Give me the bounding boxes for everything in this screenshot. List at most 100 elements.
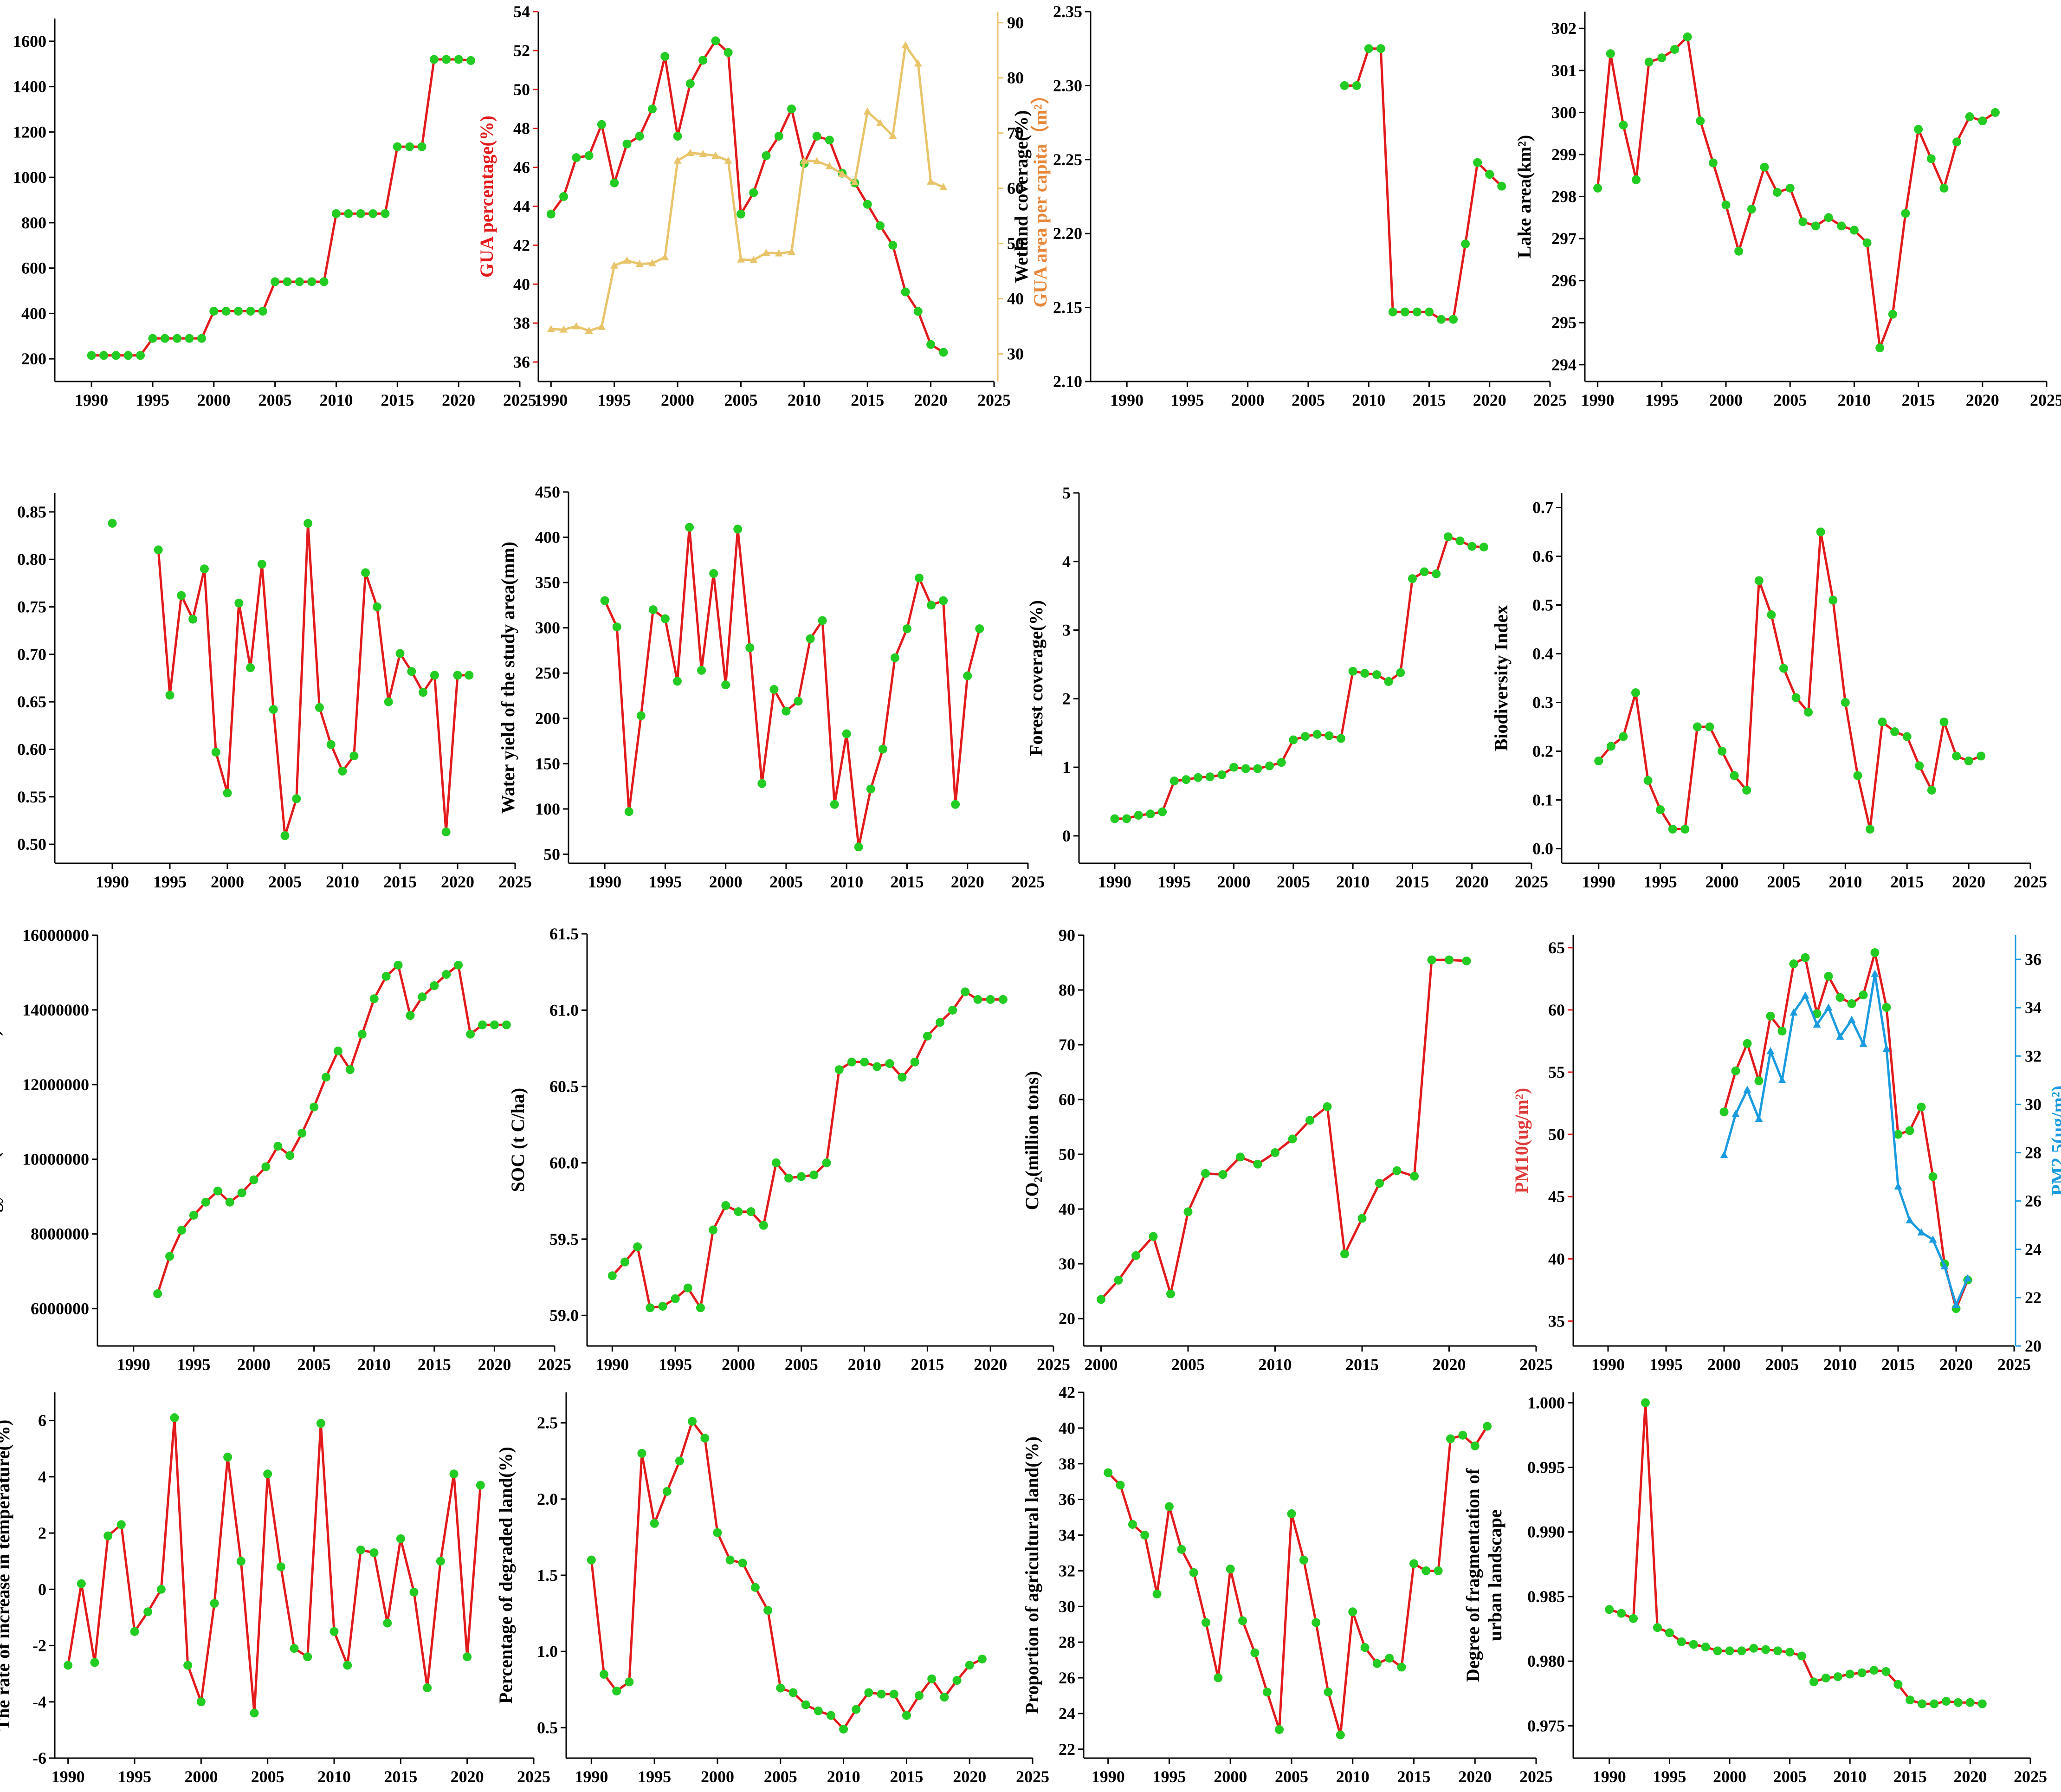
series-0-data-point — [417, 142, 426, 151]
x-tick-label: 2020 — [441, 873, 474, 891]
series-0-data-point — [1097, 1295, 1105, 1304]
series-1-data-point — [1790, 1008, 1798, 1016]
x-tick-label: 2015 — [1397, 1767, 1430, 1786]
series-0-data-point — [381, 209, 390, 218]
series-0-data-point — [1914, 125, 1923, 134]
series-0-data-point — [1734, 246, 1744, 256]
x-tick-label: 2020 — [1953, 1767, 1987, 1786]
x-tick-label: 2005 — [258, 391, 292, 409]
series-0-data-point — [612, 622, 621, 632]
series-1-data-point — [901, 41, 910, 49]
series-0-data-point — [1434, 1566, 1443, 1575]
series-0-data-point — [197, 334, 206, 343]
x-tick-label: 1990 — [534, 391, 568, 409]
x-tick-label: 2020 — [1458, 1767, 1492, 1786]
series-0-data-point — [1360, 1643, 1370, 1652]
series-1-data-point — [1813, 1020, 1821, 1028]
y-tick-label: 300 — [1551, 103, 1576, 122]
y-tick-label: 299 — [1551, 145, 1576, 164]
series-0-data-point — [111, 351, 121, 360]
series-0-data-point — [1767, 610, 1776, 619]
series-1-data-point — [1882, 1044, 1891, 1052]
series-0-data-point — [1214, 1673, 1223, 1682]
series-0-data-point — [177, 591, 186, 600]
series-0-data-point — [927, 1674, 937, 1683]
x-tick-label: 2025 — [1519, 1767, 1553, 1786]
series-0-data-point — [319, 277, 329, 286]
series-0-data-point — [1619, 121, 1628, 130]
series-0-data-point — [423, 1683, 432, 1692]
x-tick-label: 2025 — [517, 1767, 550, 1786]
series-0-data-point — [685, 523, 694, 532]
series-0-data-point — [872, 1062, 882, 1071]
y2-tick-label: 90 — [1007, 13, 1024, 32]
series-0-data-point — [915, 573, 924, 582]
series-0-data-point — [1952, 137, 1962, 147]
series-0-data-point — [1862, 238, 1872, 247]
series-0-data-point — [624, 807, 633, 816]
series-0-data-point — [418, 992, 427, 1002]
series-0-data-point — [1677, 1637, 1686, 1646]
series-0-data-point — [430, 981, 439, 990]
series-0-data-point — [877, 1689, 886, 1699]
series-0-data-point — [787, 104, 796, 114]
y-tick-label: 30 — [1059, 1597, 1075, 1616]
x-tick-label: 1990 — [1092, 1767, 1125, 1786]
series-0-data-point — [454, 960, 463, 970]
series-0-data-point — [436, 1557, 445, 1566]
y-tick-label: 52 — [513, 41, 530, 60]
series-0-data-point — [1372, 670, 1381, 679]
series-0-data-point — [973, 995, 982, 1004]
series-0-data-point — [898, 1073, 907, 1082]
series-0-data-point — [1841, 698, 1850, 707]
x-tick-label: 2005 — [764, 1767, 797, 1786]
y-tick-label: 0.4 — [1532, 645, 1553, 663]
y-tick-label: 2.15 — [1053, 298, 1082, 317]
x-tick-label: 2000 — [1085, 1355, 1118, 1374]
x-tick-label: 2020 — [1966, 391, 1999, 409]
series-0-data-point — [940, 1693, 949, 1702]
chart-panel-forest: 1990 1995 2000 2005 2010 2015 2020 2025 0 1 2 3 4 5 Fo… — [1026, 484, 1548, 891]
series-0-data-point — [330, 1627, 339, 1636]
series-1-data-point — [825, 162, 833, 169]
y-tick-label: 36 — [513, 353, 530, 371]
y-tick-label: 0.975 — [1527, 1716, 1565, 1735]
y-tick-label: 2.20 — [1053, 224, 1082, 243]
series-1-data-point — [1824, 1003, 1833, 1011]
series-0-data-point — [1881, 1667, 1891, 1676]
series-0-data-point — [394, 960, 403, 970]
y-tick-label: 12000000 — [22, 1075, 89, 1094]
series-0-data-point — [1754, 576, 1764, 585]
series-0-data-point — [1965, 1698, 1975, 1707]
series-1-data-point — [914, 59, 922, 67]
x-tick-label: 2020 — [1473, 391, 1506, 409]
series-1-data-point — [610, 261, 619, 269]
series-0-data-point — [1878, 718, 1887, 726]
y-axis-label-line: GUA area per capita（m²） — [1030, 85, 1051, 307]
series-0-data-point — [1352, 81, 1361, 90]
series-0-data-point — [369, 994, 379, 1003]
series-0-data-point — [963, 671, 972, 680]
chart-panel-lake_transparency: 1990 1995 2000 2005 2010 2015 2020 2025 0.50 0.55… — [17, 493, 532, 891]
chart-panel-biodiversity: 1990 1995 2000 2005 2010 2015 2020 2025 0.0 0.1 0.… — [1491, 493, 2047, 891]
series-1-data-point — [686, 149, 694, 156]
series-0-data-point — [1926, 154, 1936, 163]
series-0-data-point — [1737, 1646, 1746, 1656]
series-0-data-point — [826, 1711, 835, 1720]
series-0-data-point — [123, 351, 133, 360]
series-0-data-point — [1893, 1130, 1903, 1139]
series-0-data-point — [234, 306, 243, 316]
series-0-data-point — [213, 1186, 222, 1196]
series-0-data-point — [1901, 209, 1910, 218]
series-0-series-line — [1107, 1425, 1488, 1736]
series-0-data-point — [620, 1257, 629, 1267]
series-0-data-point — [910, 1057, 919, 1067]
y-tick-label: 0 — [38, 1580, 46, 1598]
series-0-data-point — [1990, 108, 2000, 117]
series-0-series-line — [1596, 35, 1996, 349]
y-tick-label: 400 — [21, 304, 46, 323]
series-0-data-point — [1742, 786, 1751, 795]
series-0-data-point — [1449, 315, 1458, 324]
series-0-data-point — [1644, 58, 1654, 67]
series-0-data-point — [1324, 731, 1334, 740]
